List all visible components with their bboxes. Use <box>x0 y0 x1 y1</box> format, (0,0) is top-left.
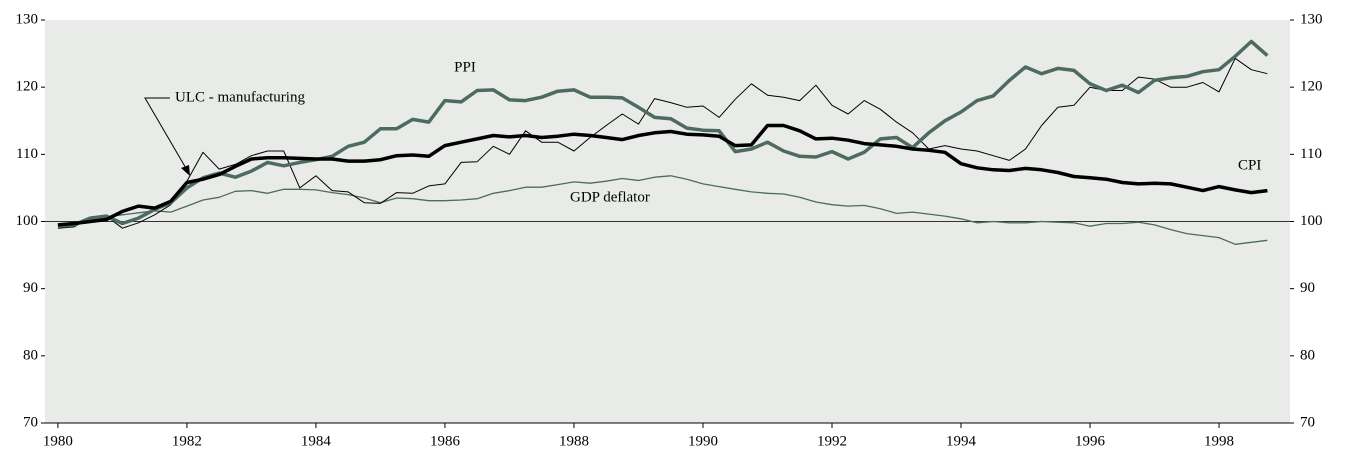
series-line <box>57 123 1268 227</box>
y-tick-label: 130 <box>16 11 39 27</box>
x-tick-label: 1986 <box>430 433 461 449</box>
x-tick-label: 1982 <box>172 433 202 449</box>
x-tick-label: 1980 <box>43 433 73 449</box>
y-tick-label: 100 <box>16 213 39 229</box>
x-tick-label: 1988 <box>559 433 589 449</box>
y-tick-label: 80 <box>23 347 38 363</box>
x-tick-label: 1990 <box>688 433 718 449</box>
y2-tick-label: 110 <box>1300 146 1322 162</box>
arrow-head <box>181 165 190 176</box>
series-line <box>57 175 1268 245</box>
series-line <box>57 57 1268 229</box>
y2-tick-label: 120 <box>1300 79 1323 95</box>
y2-tick-label: 130 <box>1300 11 1323 27</box>
x-tick-label: 1998 <box>1204 433 1234 449</box>
series-label: CPI <box>1238 157 1261 173</box>
y2-tick-label: 70 <box>1300 414 1315 430</box>
y-tick-label: 90 <box>23 280 38 296</box>
y2-tick-label: 100 <box>1300 213 1323 229</box>
y-tick-label: 110 <box>16 146 38 162</box>
series-line <box>57 39 1269 228</box>
series-label: ULC - manufacturing <box>175 89 305 105</box>
y2-tick-label: 80 <box>1300 347 1315 363</box>
x-tick-label: 1996 <box>1075 433 1106 449</box>
y-tick-label: 120 <box>16 79 39 95</box>
x-tick-label: 1984 <box>301 433 332 449</box>
series-label: GDP deflator <box>570 189 650 205</box>
series-label: PPI <box>454 59 476 75</box>
x-tick-label: 1992 <box>817 433 847 449</box>
annotation-arrow <box>144 97 188 171</box>
x-tick-label: 1994 <box>946 433 977 449</box>
y-tick-label: 70 <box>23 414 38 430</box>
y2-tick-label: 90 <box>1300 280 1315 296</box>
